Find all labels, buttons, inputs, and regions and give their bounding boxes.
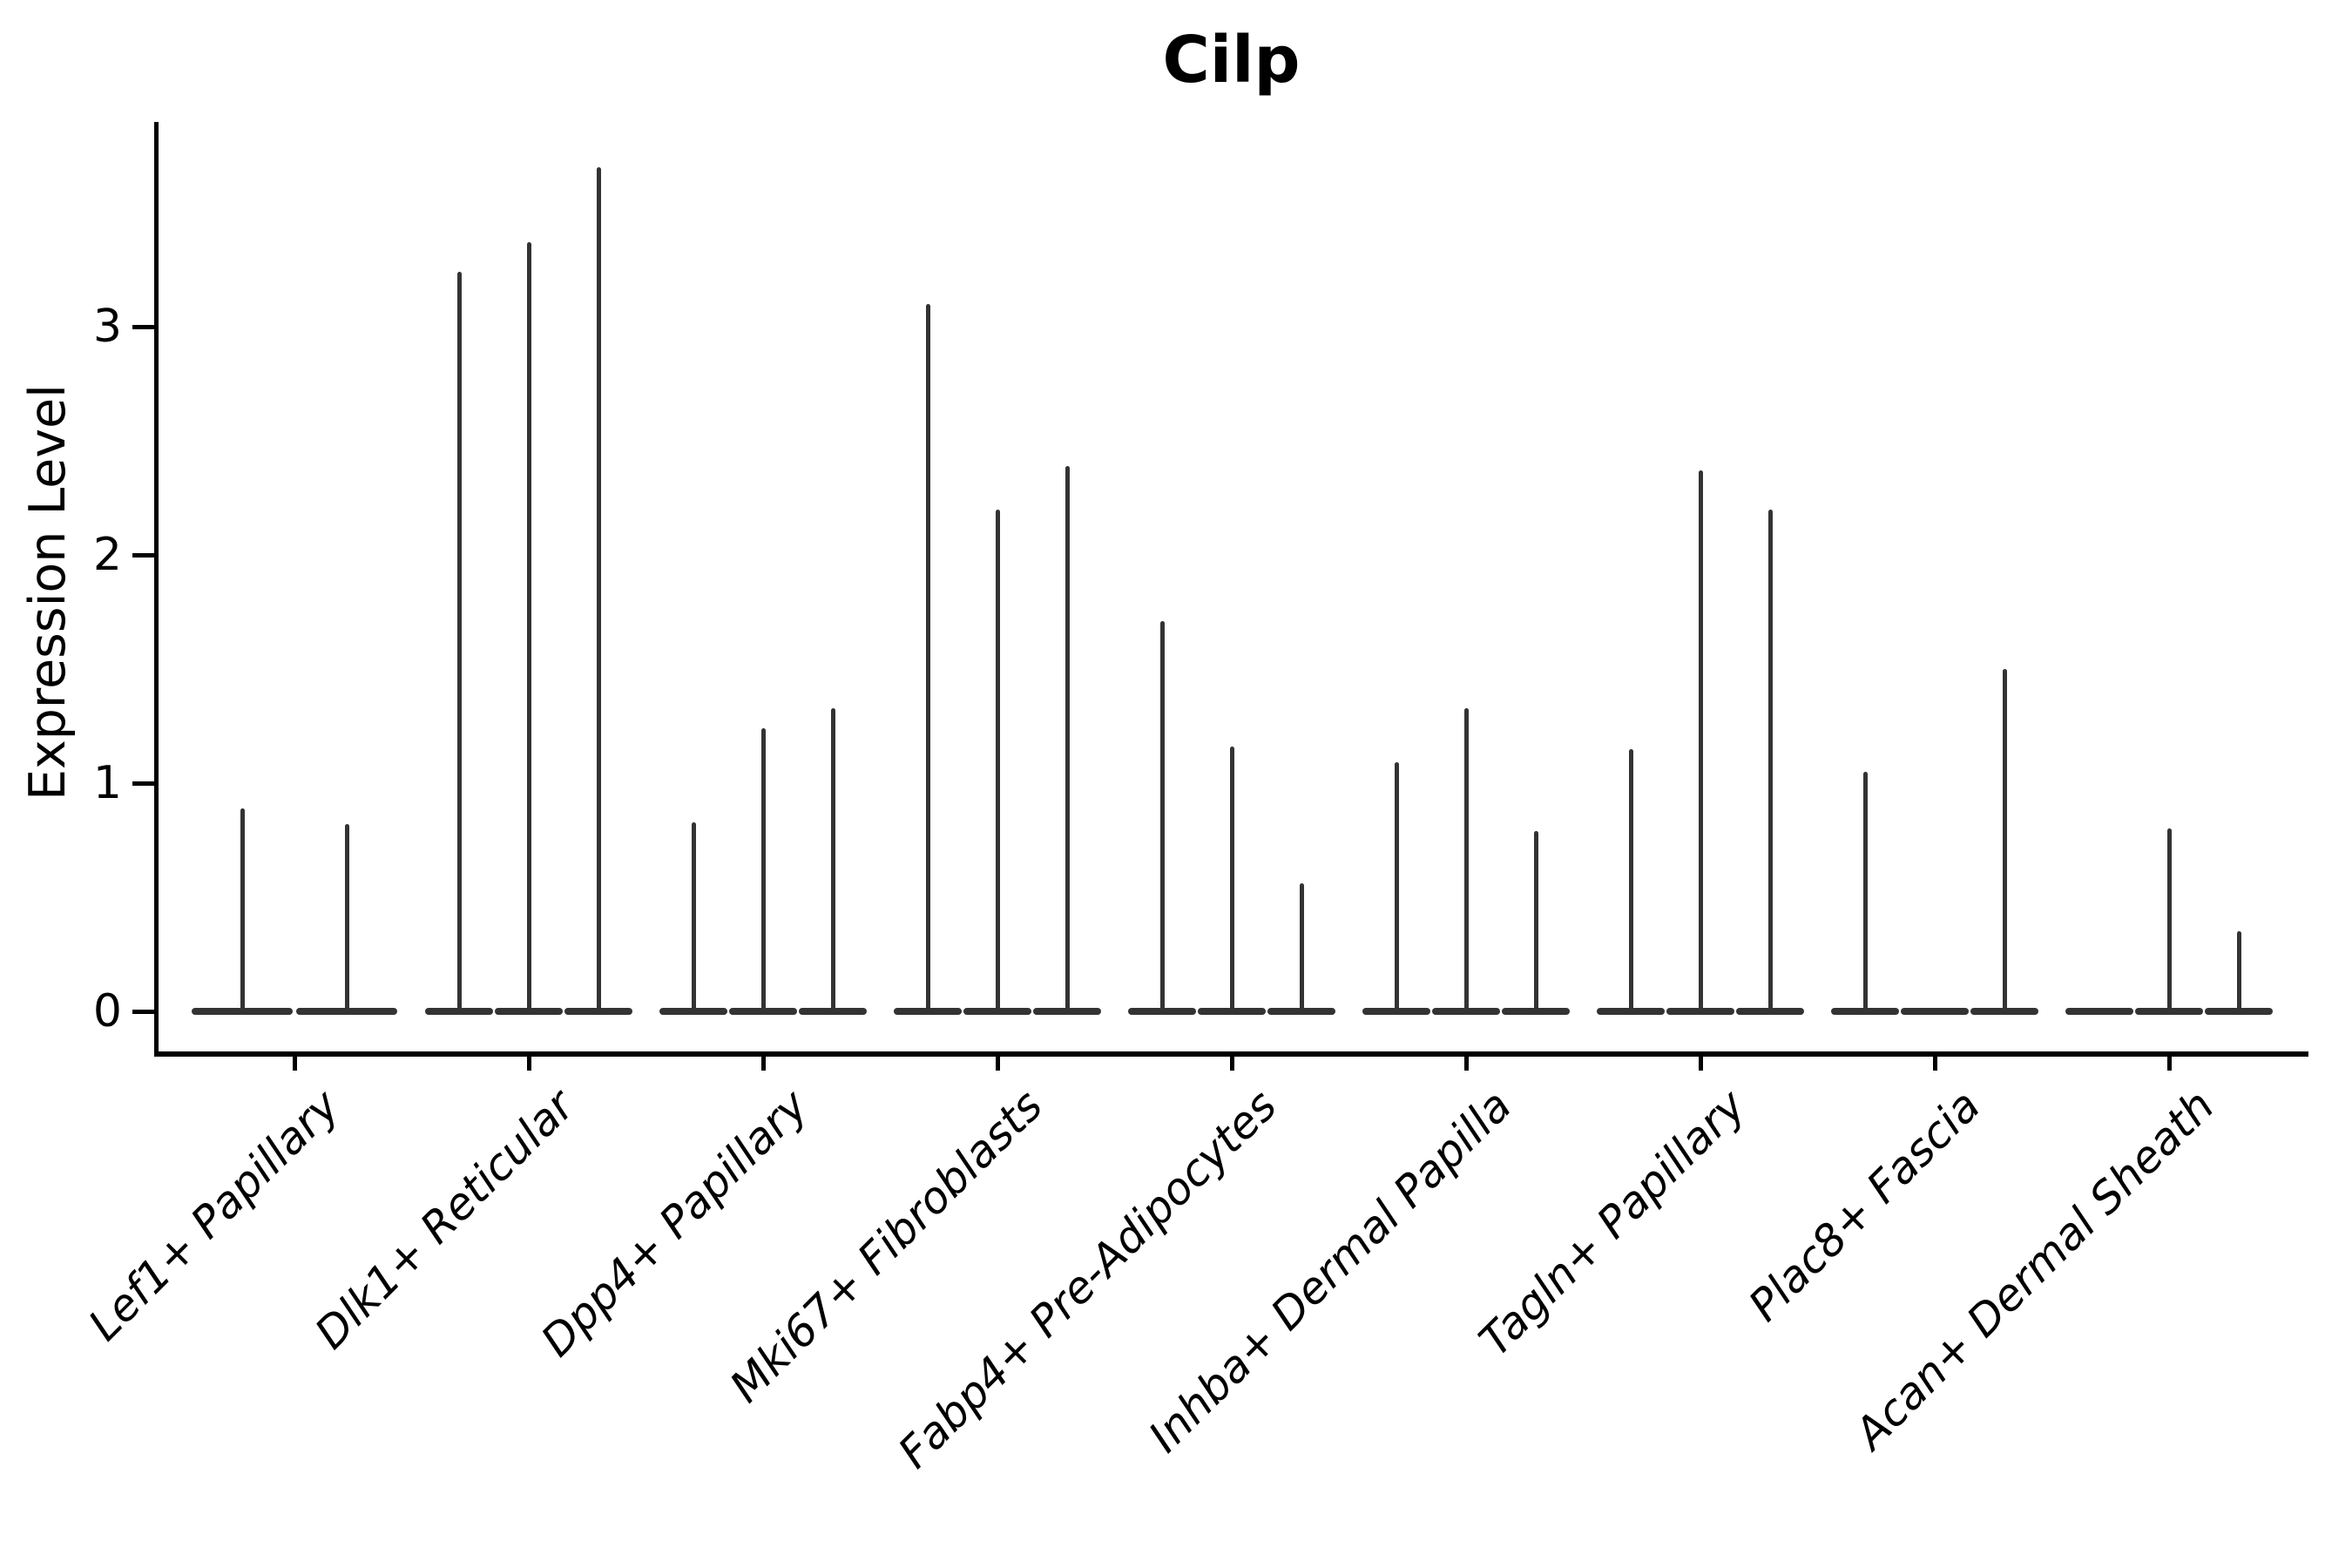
violin-base	[1362, 1008, 1430, 1015]
violin-base	[495, 1008, 563, 1015]
violin-base	[1970, 1008, 2038, 1015]
violin-base	[729, 1008, 797, 1015]
violin-base	[1901, 1008, 1969, 1015]
violin-base	[1128, 1008, 1196, 1015]
x-tick-label: Plac8+ Fascia	[1739, 1080, 1990, 1331]
x-tick-label: Lef1+ Papillary	[78, 1080, 350, 1351]
violin-base	[2065, 1008, 2133, 1015]
y-tick-label: 1	[92, 757, 122, 809]
x-tick-mark	[760, 1057, 766, 1071]
violin-spike	[1299, 883, 1304, 1011]
violin-spike	[830, 707, 835, 1011]
x-axis-spine	[154, 1051, 2308, 1057]
violin-base	[2205, 1008, 2273, 1015]
x-tick-mark	[2166, 1057, 2172, 1071]
violin-spike	[760, 728, 766, 1011]
violin-base	[1597, 1008, 1665, 1015]
violin-spike	[995, 509, 1000, 1011]
violin-spike	[925, 303, 930, 1011]
violin-spike	[1628, 748, 1633, 1011]
violin-base	[192, 1008, 293, 1015]
y-tick-mark	[132, 1009, 154, 1014]
violin-spike	[456, 272, 462, 1011]
y-axis-label: Expression Level	[19, 384, 77, 801]
y-tick-label: 3	[92, 301, 122, 353]
violin-spike	[240, 808, 245, 1011]
violin-spike	[526, 242, 531, 1011]
violin-base	[1502, 1008, 1570, 1015]
violin-base	[1432, 1008, 1500, 1015]
violin-base	[1736, 1008, 1804, 1015]
x-tick-mark	[1698, 1057, 1703, 1071]
violin-spike	[1533, 831, 1538, 1011]
violin-base	[1831, 1008, 1899, 1015]
y-tick-label: 2	[92, 529, 122, 581]
x-tick-label: Dlk1+ Reticular	[305, 1080, 585, 1359]
violin-spike	[2002, 669, 2007, 1011]
x-tick-mark	[1229, 1057, 1234, 1071]
violin-spike	[1463, 707, 1469, 1011]
violin-base	[894, 1008, 962, 1015]
violin-spike	[2166, 828, 2172, 1011]
violin-spike	[2236, 931, 2241, 1011]
x-tick-mark	[292, 1057, 297, 1071]
violin-spike	[1159, 620, 1165, 1011]
violin-base	[1198, 1008, 1266, 1015]
x-tick-label: Fabp4+ Pre-Adipocytes	[889, 1080, 1288, 1478]
violin-base	[564, 1008, 632, 1015]
violin-base	[1666, 1008, 1734, 1015]
violin-spike	[596, 166, 601, 1011]
chart-title: Cilp	[1162, 23, 1301, 98]
y-tick-mark	[132, 324, 154, 329]
violin-base	[963, 1008, 1031, 1015]
y-tick-mark	[132, 781, 154, 786]
violin-spike	[1862, 771, 1868, 1011]
y-tick-label: 0	[92, 985, 122, 1037]
violin-base	[425, 1008, 493, 1015]
violin-spike	[1229, 747, 1234, 1011]
violin-base	[799, 1008, 867, 1015]
violin-base	[2135, 1008, 2203, 1015]
violin-spike	[1698, 470, 1703, 1011]
x-tick-mark	[526, 1057, 531, 1071]
violin-base	[1267, 1008, 1335, 1015]
y-tick-mark	[132, 552, 154, 558]
violin-spike	[1767, 509, 1773, 1011]
x-tick-mark	[1932, 1057, 1937, 1071]
violin-spike	[344, 824, 349, 1011]
violin-base	[659, 1008, 727, 1015]
y-axis-spine	[154, 122, 159, 1057]
x-tick-mark	[1463, 1057, 1469, 1071]
violin-spike	[691, 821, 696, 1011]
violin-spike	[1394, 762, 1399, 1011]
violin-spike	[1064, 465, 1070, 1011]
x-tick-mark	[995, 1057, 1000, 1071]
violin-base	[296, 1008, 397, 1015]
violin-base	[1033, 1008, 1101, 1015]
